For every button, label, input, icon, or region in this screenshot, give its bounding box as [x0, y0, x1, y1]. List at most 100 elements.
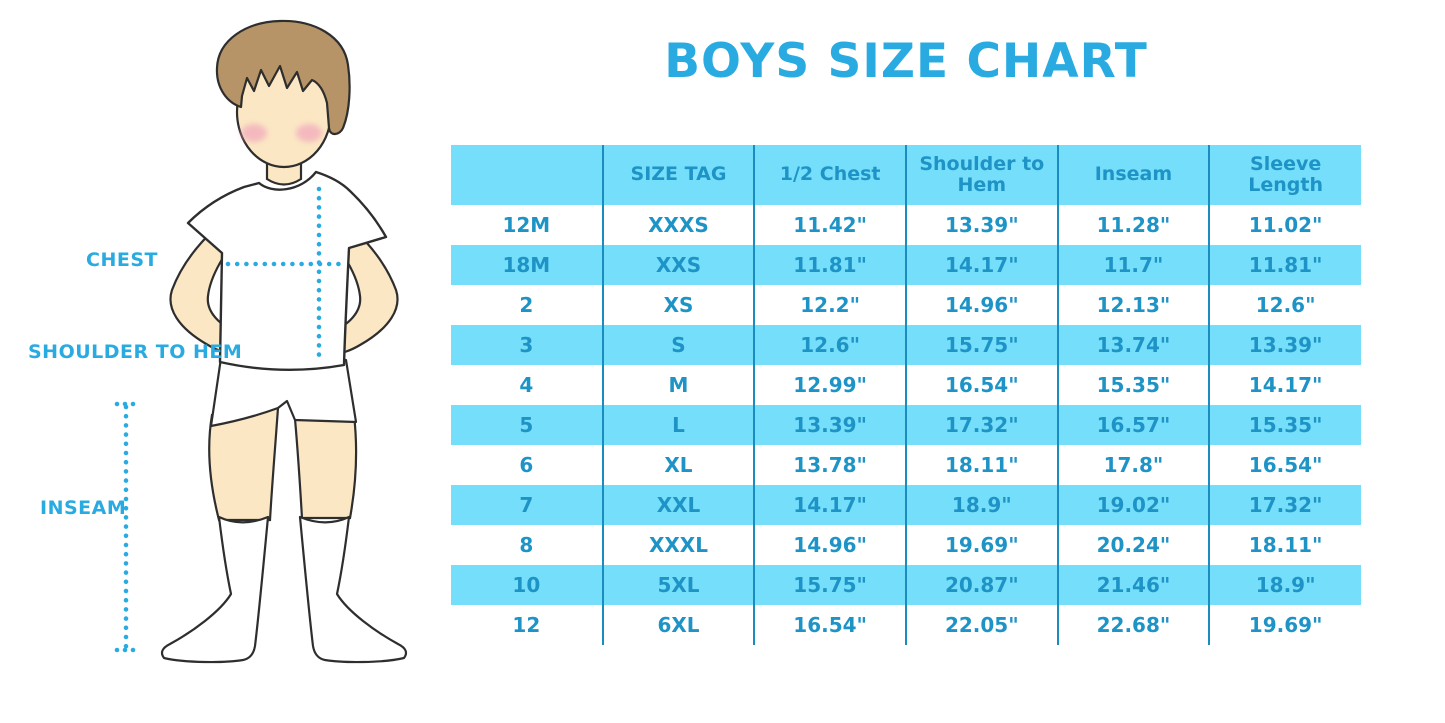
size-cell: 11.42" [753, 205, 906, 245]
shirt-shape [186, 170, 388, 372]
size-cell: 13.39" [753, 405, 906, 445]
size-cell: 17.8" [1056, 445, 1210, 485]
size-cell: 2 [519, 293, 534, 317]
size-cell: S [601, 325, 755, 365]
table-row: 5 L 13.39" 17.32" 16.57" 15.35" [451, 405, 1361, 445]
table-row: 12 6XL 16.54" 22.05" 22.68" 19.69" [451, 605, 1361, 645]
size-cell: 11.28" [1056, 205, 1210, 245]
size-cell: 15.35" [1056, 365, 1210, 405]
left-sock-shape [160, 515, 270, 664]
size-cell: XL [601, 445, 755, 485]
size-cell: 12.2" [753, 285, 906, 325]
size-cell: 11.81" [753, 245, 906, 285]
size-cell: 13.78" [753, 445, 906, 485]
size-cell: 16.57" [1056, 405, 1210, 445]
size-cell: 4 [519, 373, 534, 397]
table-row: 8 XXXL 14.96" 19.69" 20.24" 18.11" [451, 525, 1361, 565]
size-cell: 12M [502, 213, 551, 237]
size-cell: 19.69" [904, 525, 1058, 565]
table-row: 3 S 12.6" 15.75" 13.74" 13.39" [451, 325, 1361, 365]
left-leg-shape [208, 406, 280, 522]
size-cell: 16.54" [1208, 445, 1361, 485]
left-cheek-blush [241, 124, 267, 142]
size-cell: XXXS [601, 205, 755, 245]
size-cell: XXL [601, 485, 755, 525]
table-row: 4 M 12.99" 16.54" 15.35" 14.17" [451, 365, 1361, 405]
size-cell: 18.9" [904, 485, 1058, 525]
size-cell: 3 [451, 325, 603, 365]
size-cell: 12 [512, 613, 541, 637]
table-row: 7 XXL 14.17" 18.9" 19.02" 17.32" [451, 485, 1361, 525]
size-cell: 11.02" [1208, 205, 1361, 245]
size-cell: 13.39" [904, 205, 1058, 245]
size-cell: 22.05" [904, 605, 1058, 645]
size-cell: 19.02" [1056, 485, 1210, 525]
size-cell: 15.35" [1208, 405, 1361, 445]
size-cell: 18M [451, 245, 603, 285]
size-cell: 17.32" [1208, 485, 1361, 525]
size-cell: XXXL [601, 525, 755, 565]
size-table: SIZE TAG 1/2 Chest Shoulder to Hem Inseam Sl… [451, 145, 1361, 645]
size-cell: XS [601, 285, 755, 325]
size-cell: 5 [451, 405, 603, 445]
boy-figure-illustration [114, 19, 408, 664]
size-cell: 12.6" [1208, 285, 1361, 325]
size-cell: 13.74" [1056, 325, 1210, 365]
column-header: Sleeve Length [1208, 145, 1361, 205]
size-cell: 12.13" [1056, 285, 1210, 325]
right-leg-shape [292, 406, 358, 520]
table-row: 10 5XL 15.75" 20.87" 21.46" 18.9" [451, 565, 1361, 605]
size-cell: 16.54" [753, 605, 906, 645]
size-cell: XXS [601, 245, 755, 285]
right-cheek-blush [296, 124, 322, 142]
column-header [451, 145, 603, 205]
size-cell: 21.46" [1056, 565, 1210, 605]
page-title: BOYS SIZE CHART [664, 34, 1148, 89]
size-table-head: SIZE TAG 1/2 Chest Shoulder to Hem Inseam Sl… [451, 145, 1361, 205]
size-cell: 10 [451, 565, 603, 605]
table-row: 2 XS 12.2" 14.96" 12.13" 12.6" [451, 285, 1361, 325]
inseam-label: INSEAM [40, 497, 127, 519]
size-cell: 12.6" [753, 325, 906, 365]
right-sock-shape [298, 515, 408, 664]
shoulder-to-hem-label: SHOULDER TO HEM [28, 341, 243, 363]
size-table-body: 12M XXXS 11.42" 13.39" 11.28" 11.02" 18M XXS 11.… [451, 205, 1361, 645]
size-cell: 18.11" [1208, 525, 1361, 565]
size-cell: 11.81" [1208, 245, 1361, 285]
size-cell: 14.17" [1208, 365, 1361, 405]
size-cell: 12.99" [753, 365, 906, 405]
size-cell: 14.17" [753, 485, 906, 525]
column-header: SIZE TAG [601, 145, 755, 205]
hair-shape [215, 19, 351, 136]
size-cell: 19.69" [1208, 605, 1361, 645]
size-cell: 18.11" [904, 445, 1058, 485]
size-cell: L [601, 405, 755, 445]
size-cell: 20.24" [1056, 525, 1210, 565]
column-header: Shoulder to Hem [904, 145, 1058, 205]
size-cell: 7 [451, 485, 603, 525]
column-header: Inseam [1056, 145, 1210, 205]
table-row: 6 XL 13.78" 18.11" 17.8" 16.54" [451, 445, 1361, 485]
shorts-shape [209, 356, 358, 428]
size-cell: 16.54" [904, 365, 1058, 405]
size-cell: 5XL [601, 565, 755, 605]
size-cell: 17.32" [904, 405, 1058, 445]
size-table-head-row: SIZE TAG 1/2 Chest Shoulder to Hem Inseam Sl… [451, 145, 1361, 205]
size-cell: 14.96" [904, 285, 1058, 325]
size-cell: 11.7" [1056, 245, 1210, 285]
size-cell: 13.39" [1208, 325, 1361, 365]
size-cell: 14.17" [904, 245, 1058, 285]
table-row: 18M XXS 11.81" 14.17" 11.7" 11.81" [451, 245, 1361, 285]
size-cell: 6 [519, 453, 534, 477]
size-cell: 15.75" [904, 325, 1058, 365]
chest-label: CHEST [86, 249, 158, 271]
size-cell: 22.68" [1056, 605, 1210, 645]
size-cell: 6XL [601, 605, 755, 645]
column-header: 1/2 Chest [753, 145, 906, 205]
size-cell: 14.96" [753, 525, 906, 565]
size-cell: 8 [519, 533, 534, 557]
size-cell: 20.87" [904, 565, 1058, 605]
size-cell: 18.9" [1208, 565, 1361, 605]
size-cell: M [601, 365, 755, 405]
table-row: 12M XXXS 11.42" 13.39" 11.28" 11.02" [451, 205, 1361, 245]
